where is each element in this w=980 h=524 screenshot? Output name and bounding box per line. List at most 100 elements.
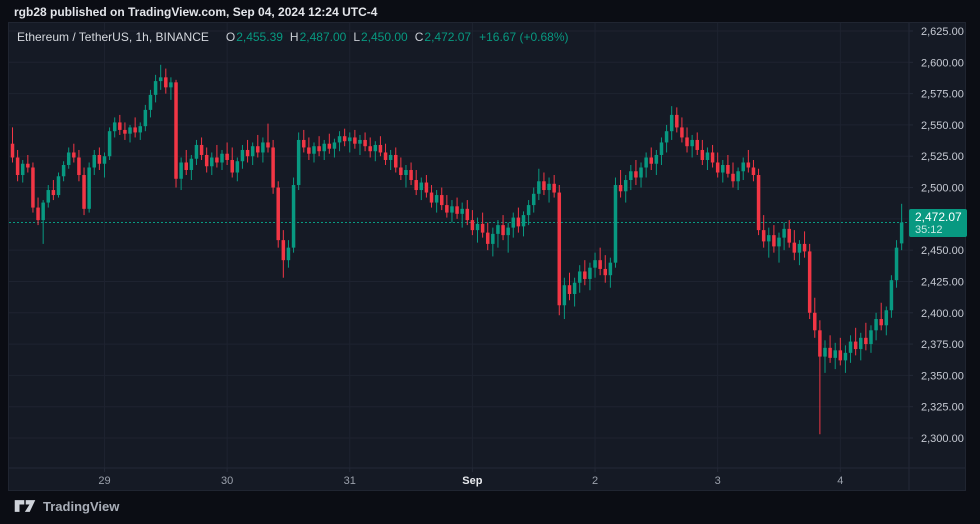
candle-body (15, 157, 20, 176)
candle-body (480, 223, 485, 233)
candle-body (705, 152, 710, 160)
price-axis[interactable] (909, 23, 967, 468)
candle-body (41, 202, 45, 221)
candle-body (368, 146, 372, 152)
candle-body (342, 136, 347, 142)
candle-body (884, 310, 889, 326)
candle-body (736, 171, 740, 182)
candle-body (531, 193, 536, 206)
candle-body (322, 143, 326, 152)
candle-body (353, 137, 357, 144)
symbol-title[interactable]: Ethereum / TetherUS, 1h, BINANCE (17, 30, 209, 44)
tradingview-brand[interactable]: TradingView (14, 496, 119, 516)
candle-body (164, 77, 168, 88)
candle-body (618, 185, 623, 192)
candle-body (215, 157, 219, 163)
price-tick-label: 2,450.00 (921, 245, 964, 257)
candle-body (567, 285, 572, 294)
candle-body (102, 156, 107, 164)
chart-canvas[interactable]: 2,625.00 2,600.00 2,575.00 2,550.00 2,525.00… (9, 23, 965, 490)
candle-body (598, 260, 602, 269)
candle-body (199, 144, 204, 155)
candle-body (807, 251, 812, 313)
price-tick-label: 2,300.00 (921, 433, 964, 445)
candle-body (838, 350, 843, 361)
candle-body (751, 167, 756, 176)
candle-body (337, 136, 342, 143)
brand-label: TradingView (43, 498, 120, 514)
price-tick-label: 2,425.00 (921, 276, 964, 288)
last-price-badge: 2,472.07 35:12 (909, 208, 967, 237)
candle-body (828, 347, 832, 358)
candle-body (613, 185, 618, 263)
candle-body (194, 144, 199, 159)
candle-body (639, 167, 643, 178)
candle-body (235, 161, 240, 173)
candle-body (143, 109, 148, 127)
candle-body (302, 139, 306, 148)
candle-body (36, 207, 40, 221)
candle-body (644, 157, 648, 168)
candle-body (112, 122, 117, 132)
candle-body (378, 144, 383, 153)
candle-body (77, 157, 81, 176)
candle-body (72, 152, 76, 158)
candle-body (153, 81, 158, 95)
candle-body (439, 195, 444, 206)
candle-body (669, 114, 674, 132)
candle-body (511, 217, 516, 228)
open-label: O (225, 30, 236, 44)
candle-body (97, 154, 102, 164)
candle-body (87, 167, 91, 209)
candle-body (485, 232, 490, 244)
candle-body (281, 240, 286, 261)
price-tick-label: 2,350.00 (921, 370, 964, 382)
candle-body (276, 187, 280, 241)
price-tick-label: 2,500.00 (921, 183, 964, 195)
candle-body (419, 182, 424, 191)
candle-body (654, 154, 659, 164)
candle-body (220, 153, 224, 163)
candle-body (577, 271, 582, 283)
candle-body (562, 285, 567, 306)
candle-body (123, 129, 127, 134)
price-tick-label: 2,575.00 (921, 89, 964, 101)
high-value: 2,487.00 (299, 30, 347, 44)
candle-body (296, 139, 301, 186)
candle-body (445, 205, 449, 213)
candle-body (475, 223, 480, 231)
candle-body (82, 175, 86, 209)
candle-body (317, 146, 321, 152)
candle-body (797, 243, 802, 253)
candle-body (547, 183, 551, 191)
chart-pane: 2,625.00 2,600.00 2,575.00 2,550.00 2,525.00… (8, 22, 967, 492)
candle-body (889, 280, 894, 311)
candle-body (358, 139, 362, 144)
candle-body (256, 146, 260, 153)
candle-body (792, 242, 797, 253)
candle-body (557, 192, 562, 306)
last-price-value: 2,472.07 (915, 209, 962, 224)
candle-body (664, 131, 669, 143)
candle-body (715, 162, 720, 173)
candle-body (118, 122, 122, 130)
candle-body (823, 347, 827, 357)
candle-body (813, 312, 817, 331)
candle-body (843, 352, 848, 361)
candle-body (266, 142, 270, 148)
bar-countdown: 35:12 (915, 223, 943, 236)
candle-body (690, 139, 694, 147)
candle-body (899, 222, 904, 244)
candle-body (434, 195, 439, 203)
candle-body (424, 182, 429, 193)
candle-body (649, 157, 653, 164)
candle-body (496, 225, 500, 234)
candle-body (588, 267, 592, 279)
candle-body (169, 82, 173, 88)
candle-body (848, 341, 853, 353)
candle-body (465, 208, 470, 221)
candle-body (634, 171, 638, 178)
time-axis[interactable] (9, 468, 909, 492)
candle-body (572, 282, 577, 294)
candle-body (516, 217, 521, 227)
